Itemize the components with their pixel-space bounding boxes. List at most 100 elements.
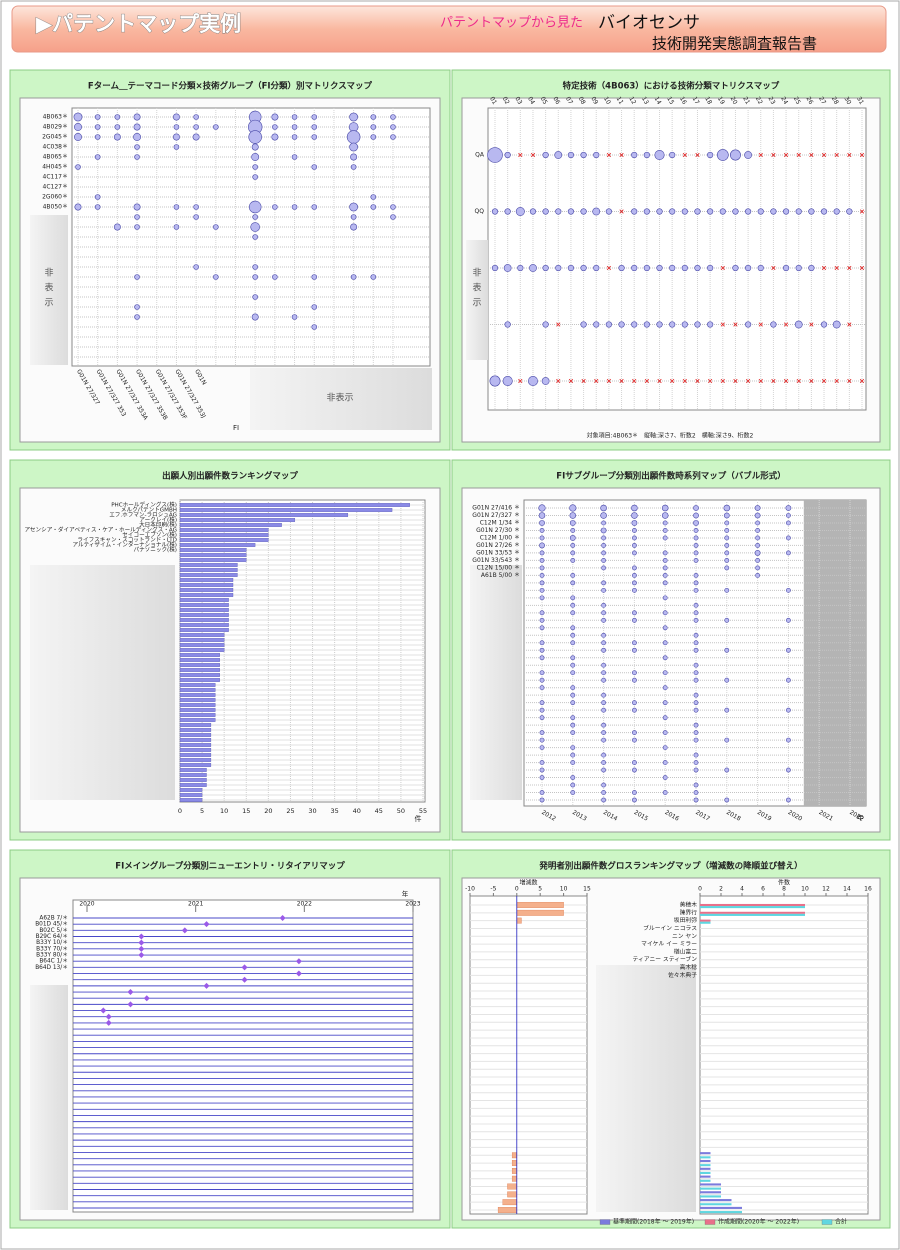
- category-label: マイケル イー ミラー: [641, 941, 697, 948]
- bubble: [693, 572, 699, 578]
- entry-marker: [138, 933, 145, 940]
- bubble: [786, 617, 791, 623]
- bar: [179, 503, 410, 507]
- count-bar: [700, 1159, 711, 1163]
- bubble: [370, 194, 377, 200]
- bubble: [570, 550, 576, 556]
- bubble: [601, 550, 606, 556]
- bar: [179, 788, 203, 792]
- bubble: [601, 692, 606, 698]
- bar: [179, 508, 393, 512]
- zero-mark: [796, 152, 801, 158]
- bubble: [724, 543, 730, 548]
- bubble: [252, 294, 258, 300]
- count-bar: [700, 1187, 721, 1190]
- bubble: [114, 114, 121, 120]
- entry-marker: [295, 970, 302, 977]
- bubble: [601, 730, 606, 736]
- bubble: [724, 647, 730, 653]
- bubble: [729, 149, 741, 161]
- bubble: [601, 543, 606, 548]
- entry-marker: [127, 1001, 134, 1008]
- bubble: [75, 164, 81, 170]
- bubble: [601, 677, 606, 683]
- bar: [179, 723, 212, 727]
- bubble: [539, 685, 545, 691]
- bubble: [593, 264, 600, 272]
- bubble: [539, 550, 545, 556]
- bubble: [350, 153, 358, 161]
- zero-mark: [518, 378, 523, 384]
- bubble: [192, 133, 200, 141]
- bubble: [832, 320, 841, 329]
- bubble: [504, 151, 511, 159]
- plot-area: [72, 899, 414, 1213]
- zero-mark: [695, 378, 700, 384]
- bubble: [601, 565, 606, 571]
- bubble: [570, 662, 576, 668]
- bubble: [669, 151, 676, 159]
- zero-mark: [771, 152, 776, 158]
- bubble: [133, 123, 141, 131]
- zero-mark: [821, 152, 827, 158]
- legend-label: 合計: [835, 1218, 847, 1226]
- x-tick-label: 6: [761, 886, 765, 893]
- bubble: [693, 558, 699, 563]
- legend-swatch: [821, 1219, 833, 1225]
- bubble: [539, 617, 545, 623]
- bubble: [681, 264, 688, 272]
- bubble: [134, 154, 140, 160]
- change-tick-label: 15: [583, 886, 591, 893]
- bubble: [569, 520, 576, 526]
- bar: [179, 578, 234, 582]
- bubble: [643, 151, 650, 159]
- bubble: [539, 625, 545, 631]
- bar: [179, 678, 220, 682]
- bubble: [693, 550, 699, 556]
- bubble: [172, 113, 180, 121]
- zero-mark: [847, 378, 852, 384]
- bubble: [542, 264, 549, 272]
- bubble: [539, 707, 545, 713]
- x-tick-label: 30: [308, 807, 316, 815]
- bubble: [600, 512, 607, 519]
- bubble: [570, 722, 576, 728]
- zero-mark: [606, 152, 611, 158]
- chart-title: FIサブグループ分類別出願件数時系列マップ（バブル形式）: [556, 471, 785, 482]
- bar: [179, 728, 212, 732]
- change-bar: [502, 1199, 517, 1206]
- bubble: [390, 124, 396, 130]
- bubble: [643, 264, 650, 272]
- row-label: 4H045＊: [42, 164, 68, 171]
- row-label: 4B029＊: [43, 124, 68, 131]
- bubble: [724, 707, 730, 713]
- zero-mark: [859, 265, 865, 271]
- bubble: [694, 208, 701, 215]
- bubble: [662, 572, 668, 578]
- bubble: [539, 775, 545, 780]
- bubble: [570, 572, 576, 578]
- category-label: B33Y 70/＊: [36, 945, 68, 952]
- bubble: [94, 114, 101, 120]
- bubble: [632, 610, 637, 616]
- zero-mark: [708, 378, 713, 384]
- bar: [179, 623, 229, 627]
- category-label: A62B 7/＊: [39, 915, 68, 922]
- bubble: [618, 321, 625, 328]
- bubble: [601, 722, 606, 728]
- bubble: [517, 264, 524, 272]
- zero-mark: [758, 378, 763, 384]
- bubble: [601, 782, 606, 788]
- bubble: [593, 151, 600, 159]
- bubble: [601, 797, 606, 803]
- x-tick-label: 50: [397, 807, 405, 815]
- entry-marker: [241, 976, 248, 983]
- bubble: [724, 558, 730, 563]
- bubble: [390, 134, 396, 140]
- category-label: アークレイ(株): [139, 516, 177, 524]
- bubble: [724, 677, 730, 683]
- bubble: [601, 662, 606, 668]
- bubble: [134, 224, 140, 230]
- bubble: [795, 264, 802, 272]
- bubble: [504, 321, 511, 328]
